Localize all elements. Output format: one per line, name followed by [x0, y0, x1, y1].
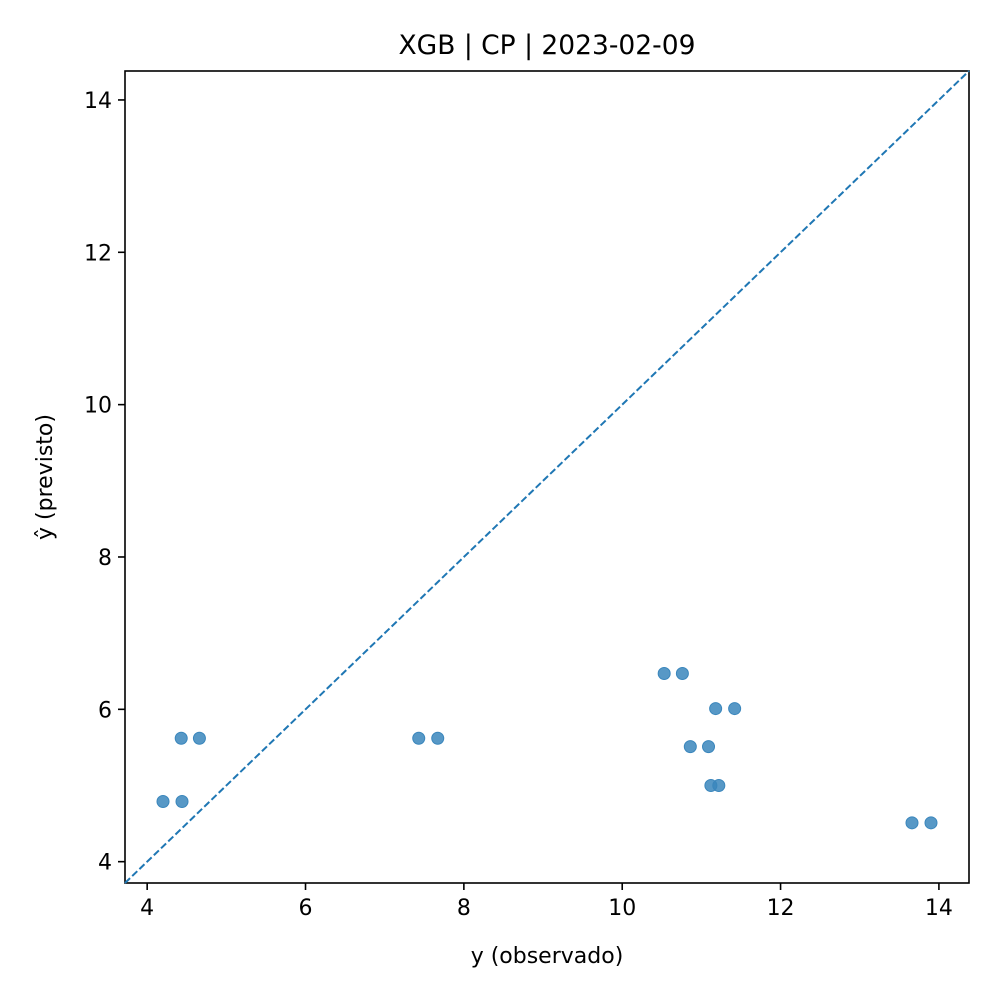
- y-axis: 4 6 8 10 12 14: [84, 89, 125, 876]
- x-tick-label: 8: [457, 896, 471, 921]
- plot-frame: [124, 70, 970, 884]
- data-point: [657, 667, 671, 681]
- data-point: [174, 731, 188, 745]
- y-axis-label: ŷ (previsto): [33, 414, 58, 540]
- plot-area: [124, 70, 970, 884]
- x-axis-label: y (observado): [471, 944, 624, 969]
- identity-reference-line: [124, 70, 970, 884]
- chart-title: XGB | CP | 2023-02-09: [399, 30, 696, 61]
- reference-line-layer: [124, 70, 970, 884]
- y-tick-label: 8: [98, 546, 112, 571]
- data-point: [675, 667, 689, 681]
- data-point: [728, 702, 742, 716]
- data-point: [709, 702, 723, 716]
- y-tick-label: 4: [98, 851, 112, 876]
- x-tick-label: 10: [608, 896, 636, 921]
- data-point: [905, 816, 919, 830]
- x-tick-label: 14: [925, 896, 953, 921]
- y-tick-label: 6: [98, 698, 112, 723]
- x-axis: 4 6 8 10 12 14: [140, 883, 953, 921]
- data-point: [702, 740, 716, 754]
- x-tick-label: 6: [299, 896, 313, 921]
- x-tick-label: 4: [140, 896, 154, 921]
- y-tick-label: 10: [84, 394, 112, 419]
- data-point: [192, 731, 206, 745]
- data-point: [924, 816, 938, 830]
- y-tick-label: 14: [84, 89, 112, 114]
- data-point: [683, 740, 697, 754]
- data-point: [175, 794, 189, 808]
- data-point: [156, 794, 170, 808]
- data-point: [412, 731, 426, 745]
- x-tick-label: 12: [767, 896, 795, 921]
- points-layer: [156, 667, 938, 830]
- data-point: [431, 731, 445, 745]
- y-tick-label: 12: [84, 241, 112, 266]
- data-point: [712, 778, 726, 792]
